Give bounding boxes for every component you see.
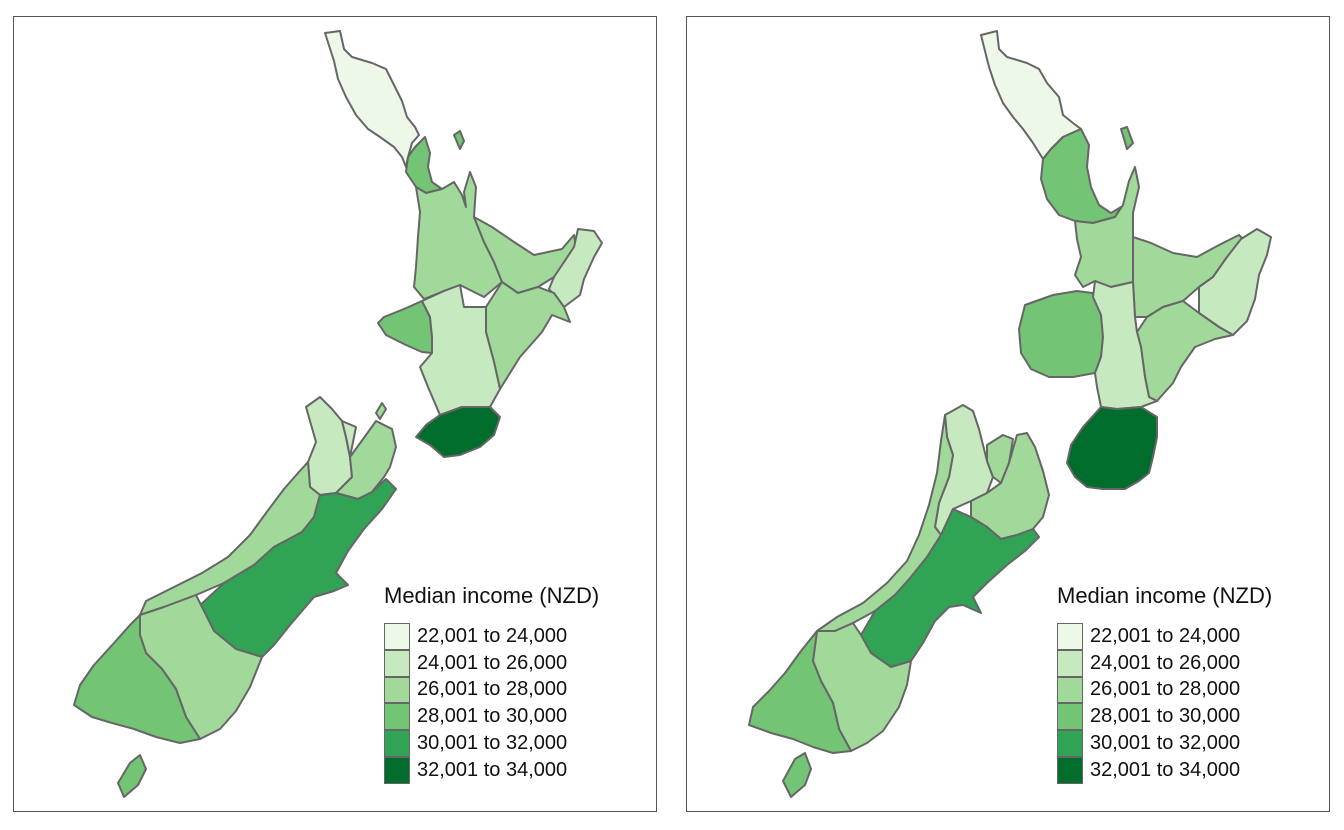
legend-item: 22,001 to 24,000 (384, 623, 654, 650)
legend-swatch (1057, 756, 1083, 784)
legend-label: 30,001 to 32,000 (417, 732, 568, 755)
legend-swatch (384, 649, 410, 677)
legend-item: 30,001 to 32,000 (1057, 730, 1327, 757)
region-southland[interactable]: Southland (748, 630, 852, 754)
legend-swatch (384, 623, 410, 650)
legend-swatch (1057, 703, 1083, 731)
legend-swatch (1057, 676, 1083, 704)
legend-swatch (384, 676, 410, 704)
region-stewart-island[interactable]: Southland (117, 754, 147, 798)
region-marlborough[interactable]: Marlborough (335, 420, 397, 500)
legend-left: Median income (NZD) 22,001 to 24,000 24,… (384, 583, 654, 784)
region-taranaki[interactable]: Taranaki (1018, 290, 1108, 378)
legend-swatch (1057, 623, 1083, 650)
legend-item: 24,001 to 26,000 (1057, 649, 1327, 677)
region-auckland[interactable]: Auckland (1040, 128, 1122, 224)
legend-label: 24,001 to 26,000 (1090, 651, 1241, 674)
legend-label: 28,001 to 30,000 (1090, 705, 1241, 728)
region-taranaki[interactable]: Taranaki (377, 300, 433, 354)
region-waiheke-island[interactable]: Auckland (1120, 126, 1134, 150)
legend-label: 24,001 to 26,000 (417, 651, 568, 674)
legend-label: 26,001 to 28,000 (1090, 678, 1241, 701)
legend-right: Median income (NZD) 22,001 to 24,000 24,… (1057, 583, 1327, 784)
region-stewart-island[interactable]: Southland (782, 752, 812, 798)
legend-item: 32,001 to 34,000 (1057, 756, 1327, 784)
legend-label: 30,001 to 32,000 (1090, 732, 1241, 755)
region-hawkes-bay[interactable]: Hawke's Bay (485, 281, 571, 390)
legend-item: 26,001 to 28,000 (384, 676, 654, 704)
legend-label: 22,001 to 24,000 (417, 624, 568, 647)
map-panel-left: Northland Auckland Auckland Waikato Bay … (13, 16, 657, 812)
legend-title: Median income (NZD) (384, 583, 600, 608)
region-waiheke-island[interactable]: Auckland (453, 130, 465, 150)
region-northland[interactable]: Northland (324, 30, 420, 168)
legend-label: 32,001 to 34,000 (417, 758, 568, 781)
region-auckland[interactable]: Auckland (405, 136, 443, 194)
legend-title: Median income (NZD) (1057, 583, 1273, 608)
legend-item: 32,001 to 34,000 (384, 756, 654, 784)
legend-item: 24,001 to 26,000 (384, 649, 654, 677)
region-dUrville-island[interactable]: Marlborough (375, 402, 387, 420)
region-canterbury[interactable]: Canterbury (195, 478, 397, 658)
legend-item: 28,001 to 30,000 (384, 703, 654, 731)
legend-item: 30,001 to 32,000 (384, 730, 654, 757)
legend-item: 28,001 to 30,000 (1057, 703, 1327, 731)
map-left: Northland Auckland Auckland Waikato Bay … (73, 30, 603, 798)
legend-item: 26,001 to 28,000 (1057, 676, 1327, 704)
legend-label: 28,001 to 30,000 (417, 705, 568, 728)
legend-label: 26,001 to 28,000 (417, 678, 568, 701)
region-southland[interactable]: Southland (73, 614, 201, 744)
region-marlborough[interactable]: Marlborough (970, 432, 1050, 540)
region-wellington[interactable]: Wellington (415, 406, 501, 458)
legend-swatch (384, 756, 410, 784)
legend-item: 22,001 to 24,000 (1057, 623, 1327, 650)
legend-swatch (384, 703, 410, 731)
legend-label: 32,001 to 34,000 (1090, 758, 1241, 781)
region-wellington[interactable]: Wellington (1066, 406, 1158, 490)
region-canterbury[interactable]: Canterbury (860, 508, 1040, 668)
map-right: Northland Auckland Auckland Waikato Bay … (748, 30, 1272, 798)
map-panel-right: Northland Auckland Auckland Waikato Bay … (686, 16, 1330, 812)
legend-swatch (1057, 730, 1083, 757)
region-tasman[interactable]: Tasman (305, 396, 353, 496)
legend-swatch (384, 730, 410, 757)
legend-label: 22,001 to 24,000 (1090, 624, 1241, 647)
legend-swatch (1057, 649, 1083, 677)
